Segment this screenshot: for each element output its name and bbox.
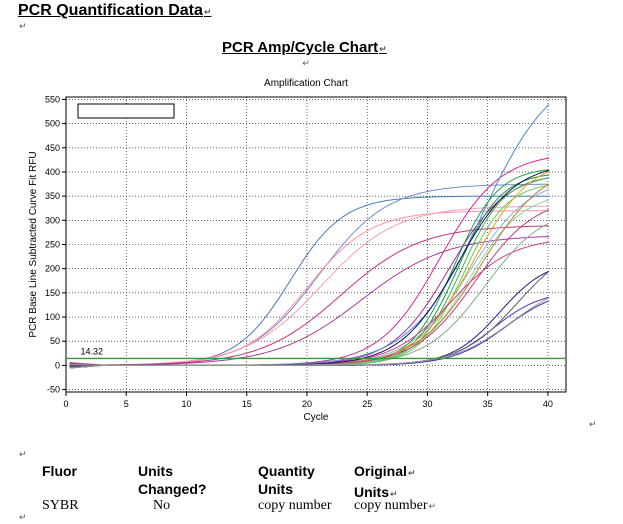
x-tick-label: 25 — [362, 399, 372, 409]
y-tick-label: 350 — [45, 191, 60, 201]
x-tick-label: 40 — [543, 399, 553, 409]
cell-text: copy number — [354, 498, 428, 513]
paragraph-mark-icon: ↵ — [203, 8, 212, 18]
table-header-original-units: Original↵ Units↵ — [354, 462, 415, 504]
header-line: Units — [354, 484, 389, 500]
y-tick-label: 100 — [45, 312, 60, 322]
header-line: Fluor — [42, 463, 77, 479]
table-cell-units-changed: No — [153, 498, 171, 513]
y-tick-label: 550 — [45, 94, 60, 104]
y-tick-label: 50 — [50, 336, 60, 346]
x-tick-label: 5 — [124, 399, 129, 409]
y-axis-label: PCR Base Line Subtracted Curve Fit RFU — [28, 151, 39, 337]
y-tick-label: 150 — [45, 288, 60, 298]
paragraph-mark-icon: ↵ — [302, 60, 310, 69]
y-tick-label: 300 — [45, 215, 60, 225]
legend-box — [77, 103, 175, 119]
x-tick-label: 35 — [483, 399, 493, 409]
paragraph-mark-icon: ↵ — [407, 469, 416, 479]
x-tick-label: 0 — [63, 399, 68, 409]
paragraph-mark-icon: ↵ — [379, 45, 387, 55]
chart-heading-text: PCR Amp/Cycle Chart — [222, 39, 379, 56]
x-tick-label: 10 — [181, 399, 191, 409]
table-cell-quantity-units: copy number — [258, 498, 332, 513]
table-header-quantity-units: Quantity Units — [258, 462, 315, 498]
chart-title: Amplification Chart — [264, 78, 348, 89]
table-header-fluor: Fluor — [42, 462, 77, 480]
table-header-units-changed: Units Changed? — [138, 462, 206, 498]
y-tick-label: 400 — [45, 167, 60, 177]
y-tick-label: -50 — [47, 385, 60, 395]
table-cell-original-units: copy number↵ — [354, 498, 436, 514]
table-cell-fluor: SYBR — [42, 498, 79, 513]
y-tick-label: 200 — [45, 264, 60, 274]
paragraph-mark-icon: ↵ — [589, 420, 597, 430]
header-line: Quantity — [258, 463, 315, 479]
header-line: Units — [138, 463, 173, 479]
paragraph-mark-icon: ↵ — [390, 490, 398, 500]
y-tick-label: 0 — [55, 360, 60, 370]
y-tick-label: 500 — [45, 119, 60, 129]
amplification-chart: ↵ Amplification Chart 0 5 10 15 20 25 30 35 40 -5… — [28, 60, 567, 423]
document-title: PCR Quantification Data↵ — [18, 2, 211, 20]
y-tick-label: 450 — [45, 143, 60, 153]
paragraph-mark-icon: ↵ — [428, 502, 437, 512]
plot-area: 0 5 10 15 20 25 30 35 40-50050100150200250300350… — [28, 94, 567, 423]
paragraph-mark-icon: ↵ — [19, 513, 27, 523]
chart-heading: PCR Amp/Cycle Chart↵ — [222, 39, 387, 56]
threshold-label: 14.32 — [80, 346, 103, 356]
paragraph-mark-icon: ↵ — [19, 450, 27, 460]
series-line — [69, 222, 550, 369]
x-tick-label: 15 — [242, 399, 252, 409]
x-tick-label: 20 — [302, 399, 312, 409]
x-tick-label: 30 — [422, 399, 432, 409]
paragraph-mark-icon: ↵ — [19, 22, 27, 32]
x-axis-label: Cycle — [303, 412, 328, 423]
header-line: Changed? — [138, 481, 207, 497]
header-line: Units — [258, 481, 293, 497]
document-title-text: PCR Quantification Data — [18, 2, 203, 19]
header-line: Original — [354, 463, 407, 479]
y-tick-label: 250 — [45, 240, 60, 250]
